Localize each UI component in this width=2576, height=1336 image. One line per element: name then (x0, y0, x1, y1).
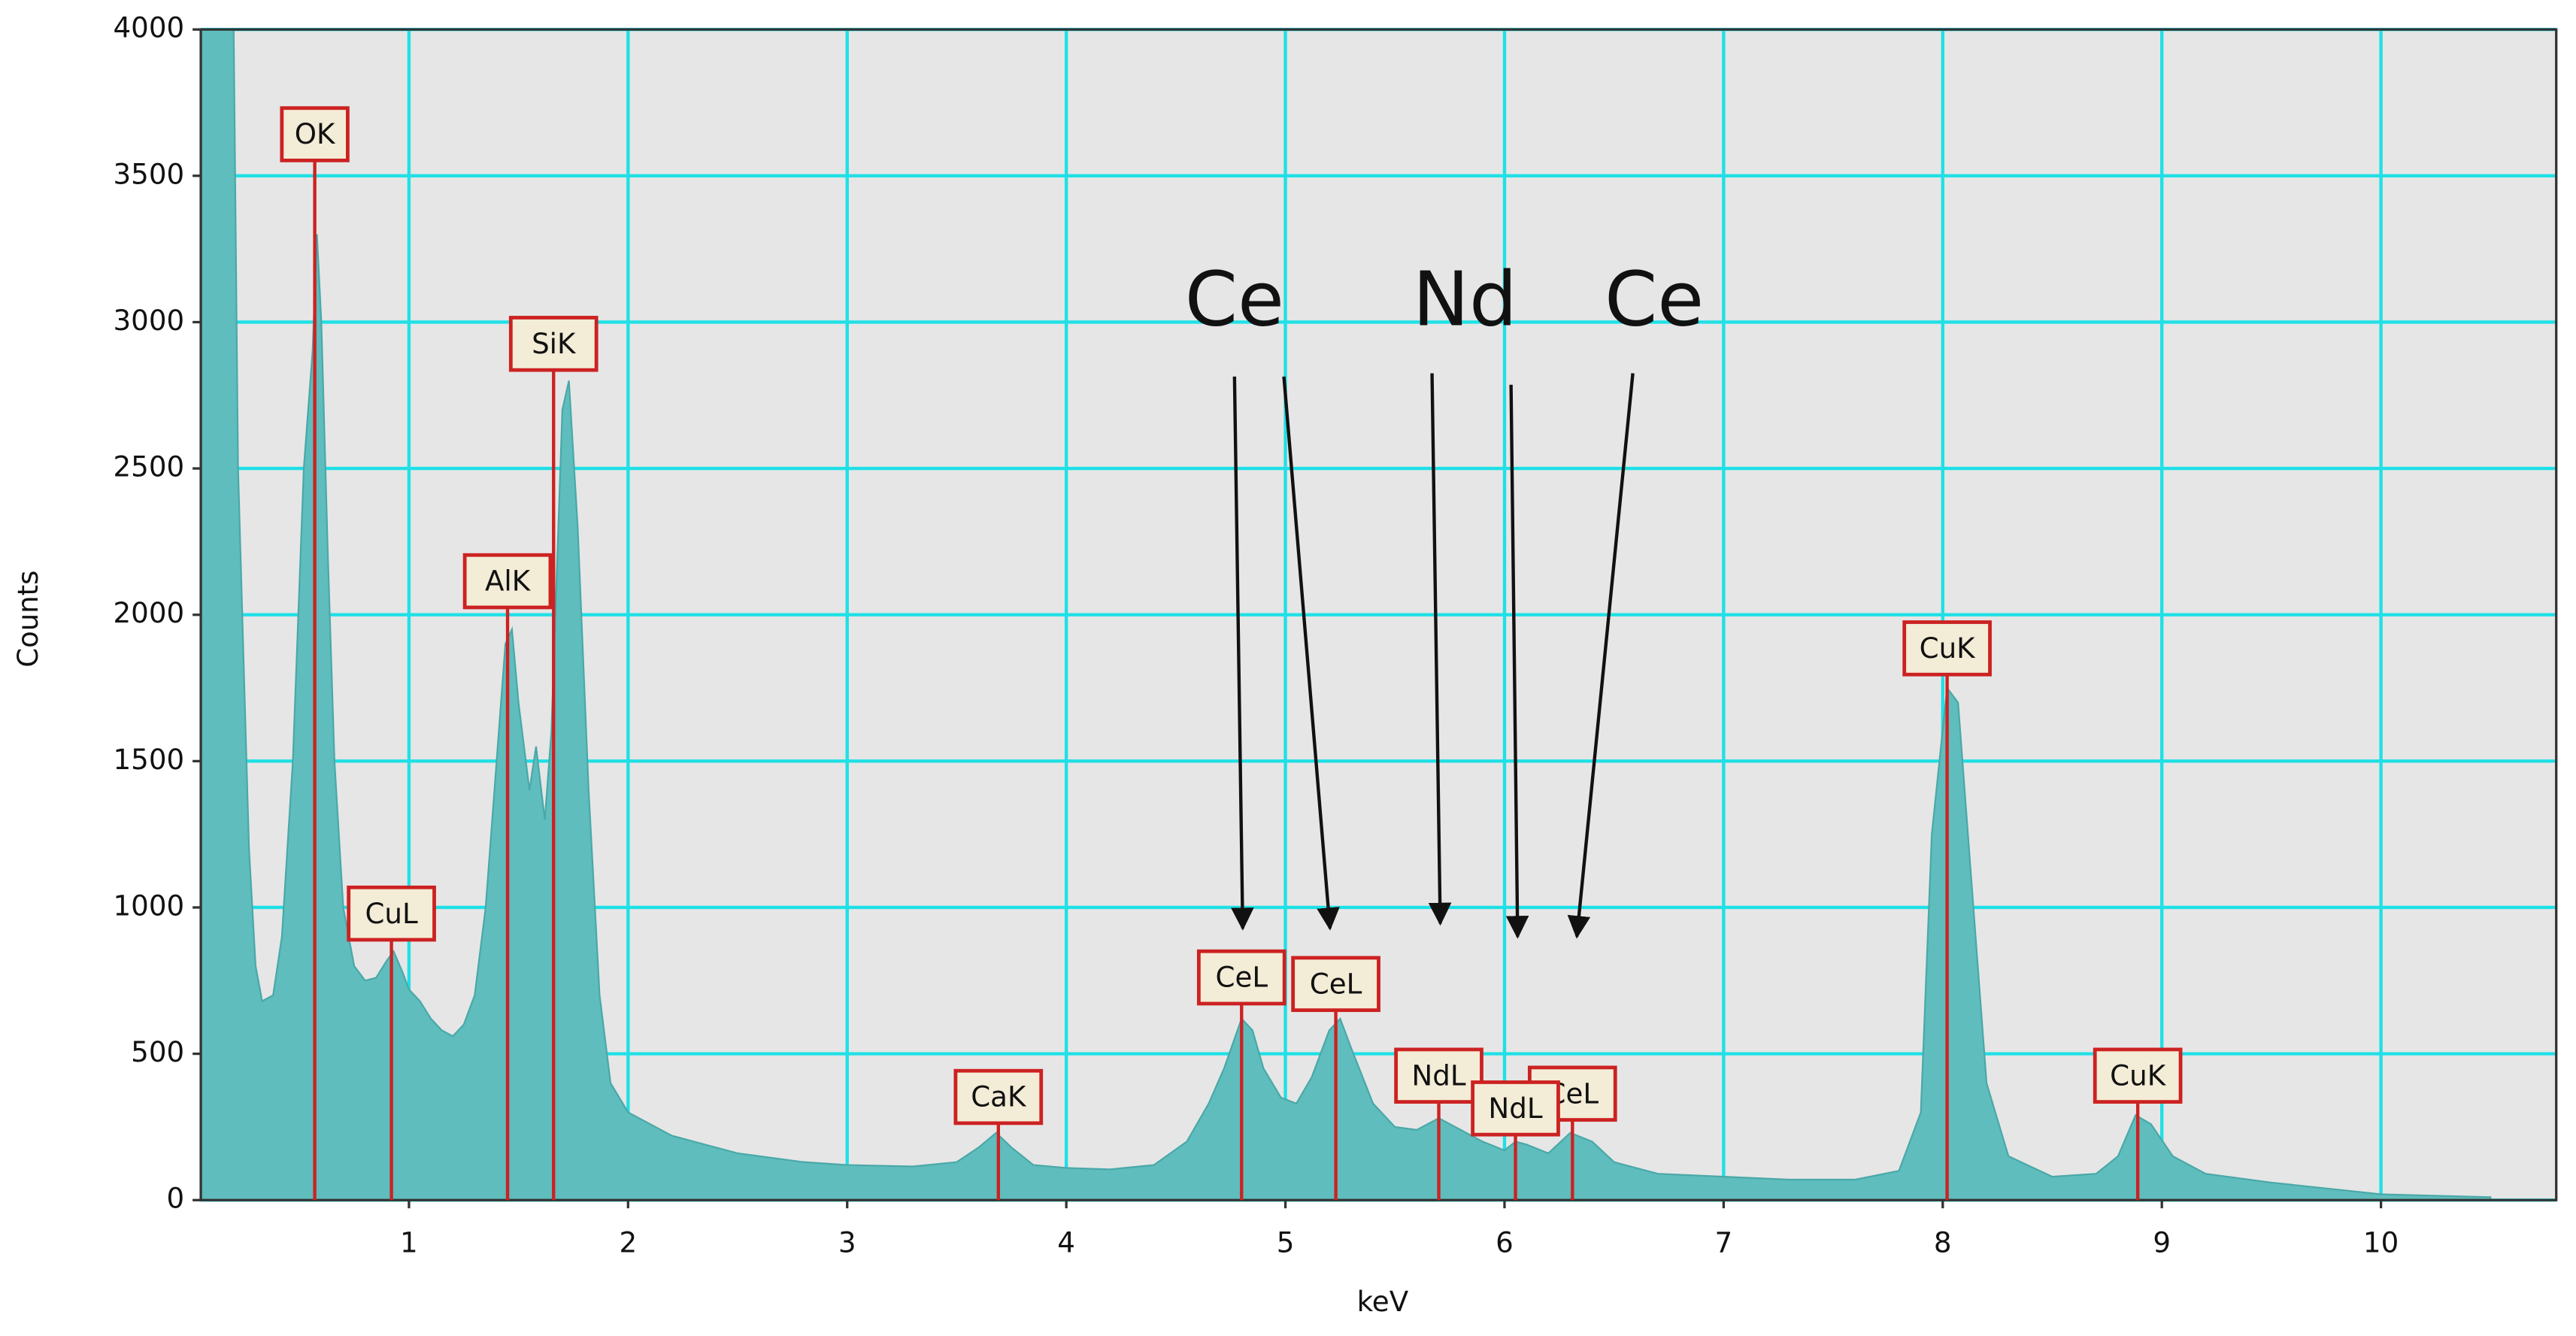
annotation-arrow (1282, 376, 1340, 931)
x-tick-label: 8 (1934, 1227, 1952, 1259)
annotation-text: Ce (1185, 256, 1284, 344)
x-tick-label: 1 (400, 1227, 418, 1259)
x-tick-label: 6 (1496, 1227, 1514, 1259)
x-tick-label: 10 (2363, 1227, 2399, 1259)
annotation-arrow (1231, 376, 1254, 931)
peak-marker: SiK (508, 316, 599, 1201)
spectrum-area (201, 29, 2492, 1201)
peak-marker: CeL (1291, 956, 1380, 1201)
annotation-text: Ce (1605, 256, 1704, 344)
x-axis-title: keV (1357, 1286, 1409, 1318)
peak-marker: NdL (1394, 1047, 1483, 1201)
peak-marker: CuK (1902, 620, 1992, 1201)
peak-label: OK (295, 118, 336, 150)
peak-label: CeL (1310, 968, 1362, 1001)
ticks: 0 500 1000 1500 2000 2500 3000 3500 4000 1 2 3 4 5 6 7 8… (113, 12, 2399, 1259)
peak-label-box (508, 316, 599, 372)
peak-marker: CaK (953, 1068, 1044, 1201)
peak-label: CaK (971, 1081, 1027, 1113)
y-tick-label: 4000 (113, 12, 184, 44)
peak-marker: CuL (347, 885, 436, 1201)
x-tick-label: 9 (2153, 1227, 2171, 1259)
peak-label: AlK (485, 565, 532, 598)
y-tick-label: 2500 (113, 451, 184, 483)
x-tick-label: 7 (1715, 1227, 1733, 1259)
x-tick-label: 3 (838, 1227, 856, 1259)
peak-label: NdL (1488, 1092, 1543, 1125)
y-tick-label: 3000 (113, 304, 184, 337)
peak-label: CuK (1920, 632, 1977, 665)
peak-label-box (1394, 1047, 1483, 1104)
y-tick-label: 1500 (113, 744, 184, 776)
peak-label: NdL (1411, 1059, 1466, 1092)
y-tick-label: 500 (131, 1036, 184, 1068)
peak-marker: CuK (2093, 1047, 2183, 1201)
peak-marker: NdL (1471, 1080, 1560, 1201)
annotation-arrow (1505, 384, 1529, 939)
peak-label-box (462, 553, 553, 610)
peak-marker: OK (280, 106, 350, 1201)
y-axis-title: Counts (12, 571, 44, 668)
annotation-arrow (1567, 373, 1635, 939)
annotation-text: Nd (1413, 256, 1517, 344)
annotation-arrow (1428, 373, 1452, 926)
peak-label-box (1196, 949, 1286, 1006)
peak-label-box (1291, 956, 1380, 1013)
x-tick-label: 5 (1277, 1227, 1295, 1259)
y-tick-label: 0 (166, 1183, 184, 1215)
x-tick-label: 2 (619, 1227, 637, 1259)
peak-label: SiK (532, 328, 577, 360)
peak-label-box (2093, 1047, 2183, 1104)
peak-label-box (1471, 1080, 1560, 1137)
peak-label: CeL (1215, 962, 1268, 994)
peak-label: CuL (365, 898, 418, 930)
series-layer (201, 29, 2492, 1201)
y-tick-label: 2000 (113, 597, 184, 629)
y-tick-label: 1000 (113, 890, 184, 922)
annotations: Ce Nd Ce (1185, 256, 1704, 939)
peak-label-box (280, 106, 350, 162)
peak-label-box (953, 1068, 1044, 1125)
y-tick-label: 3500 (113, 158, 184, 190)
peak-label-box (347, 885, 436, 942)
peak-marker: CeL (1196, 949, 1286, 1201)
x-tick-label: 4 (1057, 1227, 1075, 1259)
peak-label: CuK (2110, 1059, 2167, 1092)
peak-marker: AlK (462, 553, 553, 1201)
peak-label-box (1902, 620, 1992, 677)
